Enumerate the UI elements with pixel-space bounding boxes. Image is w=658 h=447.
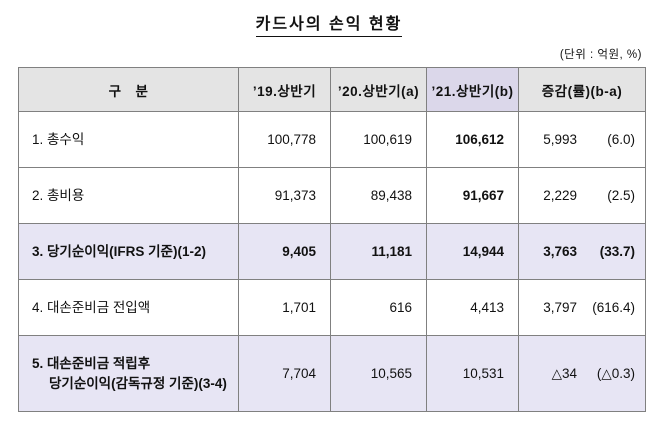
change-value: 3,797 <box>543 300 577 315</box>
value-2021h1: 10,531 <box>426 335 519 412</box>
table-row-total-revenue: 1. 총수익 100,778 100,619 106,612 5,993 (6.… <box>18 111 646 168</box>
value-2019h1: 9,405 <box>238 223 331 280</box>
value-2020h1: 11,181 <box>330 223 427 280</box>
change-cell: 3,797 (616.4) <box>518 279 646 336</box>
change-cell: △34 (△0.3) <box>518 335 646 412</box>
value-2019h1: 91,373 <box>238 167 331 224</box>
change-cell: 3,763 (33.7) <box>518 223 646 280</box>
row-label: 3. 당기순이익(IFRS 기준)(1-2) <box>18 223 239 280</box>
table-header-row: 구 분 ’19.상반기 ’20.상반기(a) ’21.상반기(b) 증감(률)(… <box>18 67 646 112</box>
row-label-line1: 5. 대손준비금 적립후 <box>32 355 151 371</box>
row-label: 4. 대손준비금 전입액 <box>18 279 239 336</box>
row-label: 5. 대손준비금 적립후 당기순이익(감독규정 기준)(3-4) <box>18 335 239 412</box>
value-2021h1: 106,612 <box>426 111 519 168</box>
table-row-net-income-after-reserve: 5. 대손준비금 적립후 당기순이익(감독규정 기준)(3-4) 7,704 1… <box>18 335 646 412</box>
change-value: 5,993 <box>543 132 577 147</box>
header-2021h1: ’21.상반기(b) <box>426 67 519 112</box>
value-2019h1: 100,778 <box>238 111 331 168</box>
title-wrap: 카드사의 손익 현황 <box>0 10 658 37</box>
unit-note: (단위 : 억원, %) <box>559 49 642 61</box>
row-label: 2. 총비용 <box>18 167 239 224</box>
change-pct: (6.0) <box>607 132 635 147</box>
change-cell: 2,229 (2.5) <box>518 167 646 224</box>
change-pct: (2.5) <box>607 188 635 203</box>
value-2020h1: 89,438 <box>330 167 427 224</box>
value-2020h1: 100,619 <box>330 111 427 168</box>
value-2021h1: 91,667 <box>426 167 519 224</box>
value-2020h1: 616 <box>330 279 427 336</box>
header-category: 구 분 <box>18 67 239 112</box>
change-cell: 5,993 (6.0) <box>518 111 646 168</box>
row-label: 1. 총수익 <box>18 111 239 168</box>
value-2019h1: 7,704 <box>238 335 331 412</box>
change-pct: (616.4) <box>592 300 635 315</box>
table-row-total-expense: 2. 총비용 91,373 89,438 91,667 2,229 (2.5) <box>18 167 646 224</box>
change-value: △34 <box>551 365 577 381</box>
row-label-line2: 당기순이익(감독규정 기준)(3-4) <box>49 375 227 391</box>
table-row-loan-loss-reserve: 4. 대손준비금 전입액 1,701 616 4,413 3,797 (616.… <box>18 279 646 336</box>
table-row-net-income-ifrs: 3. 당기순이익(IFRS 기준)(1-2) 9,405 11,181 14,9… <box>18 223 646 280</box>
value-2020h1: 10,565 <box>330 335 427 412</box>
header-change: 증감(률)(b-a) <box>518 67 646 112</box>
value-2021h1: 14,944 <box>426 223 519 280</box>
change-pct: (△0.3) <box>596 365 635 381</box>
header-2019h1: ’19.상반기 <box>238 67 331 112</box>
profit-loss-table: 구 분 ’19.상반기 ’20.상반기(a) ’21.상반기(b) 증감(률)(… <box>18 67 646 412</box>
change-value: 2,229 <box>543 188 577 203</box>
header-2020h1: ’20.상반기(a) <box>330 67 427 112</box>
change-value: 3,763 <box>543 244 577 259</box>
change-pct: (33.7) <box>599 244 635 259</box>
value-2019h1: 1,701 <box>238 279 331 336</box>
page-title: 카드사의 손익 현황 <box>255 10 403 37</box>
value-2021h1: 4,413 <box>426 279 519 336</box>
